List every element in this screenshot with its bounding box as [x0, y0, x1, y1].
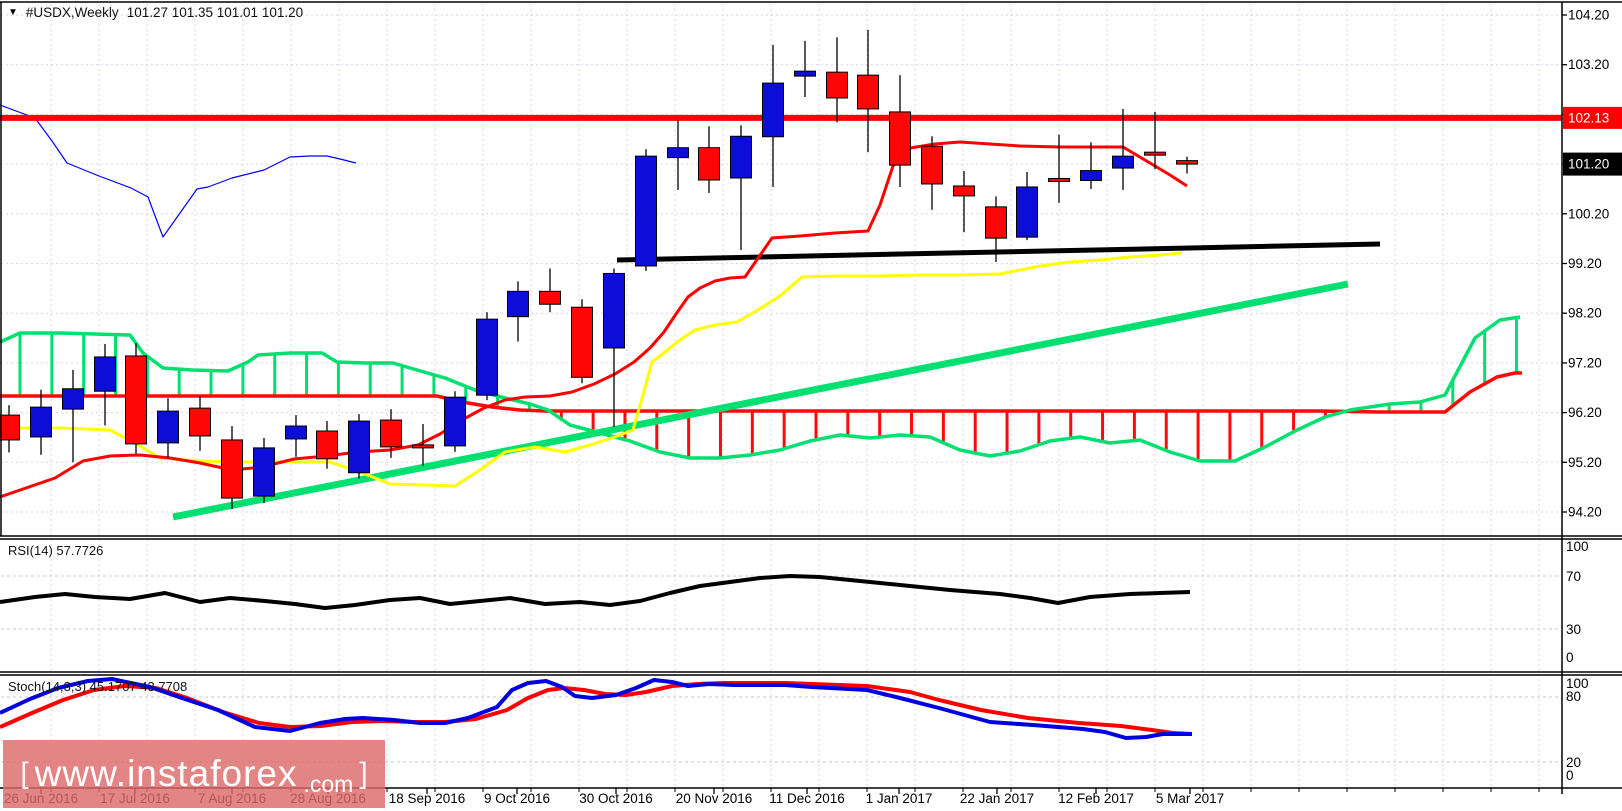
svg-text:100: 100 [1566, 539, 1589, 554]
watermark-tld: .com [303, 771, 354, 797]
svg-text:103.20: 103.20 [1568, 57, 1609, 72]
watermark: [ www.instaforex .com ] [3, 740, 385, 808]
svg-text:99.20: 99.20 [1568, 256, 1602, 271]
svg-text:11 Dec 2016: 11 Dec 2016 [769, 791, 845, 806]
svg-text:94.20: 94.20 [1568, 505, 1602, 520]
candles [0, 29, 1198, 510]
svg-text:22 Jan 2017: 22 Jan 2017 [960, 791, 1034, 806]
dropdown-arrow-icon: ▼ [8, 7, 18, 18]
ichimoku-cloud [0, 315, 1522, 463]
watermark-bracket-close: ] [359, 757, 368, 790]
rsi-indicator-label: RSI(14) 57.7726 [8, 543, 104, 558]
panel-borders [0, 1, 1622, 794]
symbol-title: ▼ #USDX,Weekly 101.27 101.35 101.01 101.… [8, 5, 303, 20]
watermark-domain: www.instaforex [34, 753, 298, 794]
svg-text:0: 0 [1566, 650, 1574, 665]
svg-text:100: 100 [1566, 676, 1589, 691]
watermark-bracket-open: [ [20, 757, 29, 790]
svg-text:97.20: 97.20 [1568, 355, 1602, 370]
svg-text:12 Feb 2017: 12 Feb 2017 [1058, 791, 1134, 806]
svg-text:70: 70 [1566, 569, 1581, 584]
svg-text:96.20: 96.20 [1568, 405, 1602, 420]
svg-text:5 Mar 2017: 5 Mar 2017 [1156, 791, 1224, 806]
svg-text:95.20: 95.20 [1568, 455, 1602, 470]
svg-text:20 Nov 2016: 20 Nov 2016 [676, 791, 753, 806]
svg-text:18 Sep 2016: 18 Sep 2016 [389, 791, 466, 806]
svg-text:100.20: 100.20 [1568, 206, 1609, 221]
ohlc-readout: 101.27 101.35 101.01 101.20 [126, 5, 304, 20]
svg-text:101.20: 101.20 [1568, 157, 1609, 172]
svg-text:1 Jan 2017: 1 Jan 2017 [866, 791, 933, 806]
symbol-period-label: #USDX,Weekly [25, 5, 119, 20]
svg-text:104.20: 104.20 [1568, 8, 1609, 23]
svg-text:80: 80 [1566, 689, 1581, 704]
svg-text:30 Oct 2016: 30 Oct 2016 [579, 791, 653, 806]
price-axis: 104.20103.20102.20101.20100.2099.2098.20… [1562, 8, 1622, 783]
svg-text:102.13: 102.13 [1568, 110, 1609, 125]
svg-text:98.20: 98.20 [1568, 306, 1602, 321]
svg-text:0: 0 [1566, 768, 1574, 783]
svg-text:20: 20 [1566, 755, 1581, 770]
svg-text:9 Oct 2016: 9 Oct 2016 [484, 791, 550, 806]
stoch-indicator-label: Stoch(14,3,3) 45.1707 43.7708 [8, 679, 188, 694]
oscillators [0, 574, 1193, 740]
svg-text:30: 30 [1566, 622, 1581, 637]
